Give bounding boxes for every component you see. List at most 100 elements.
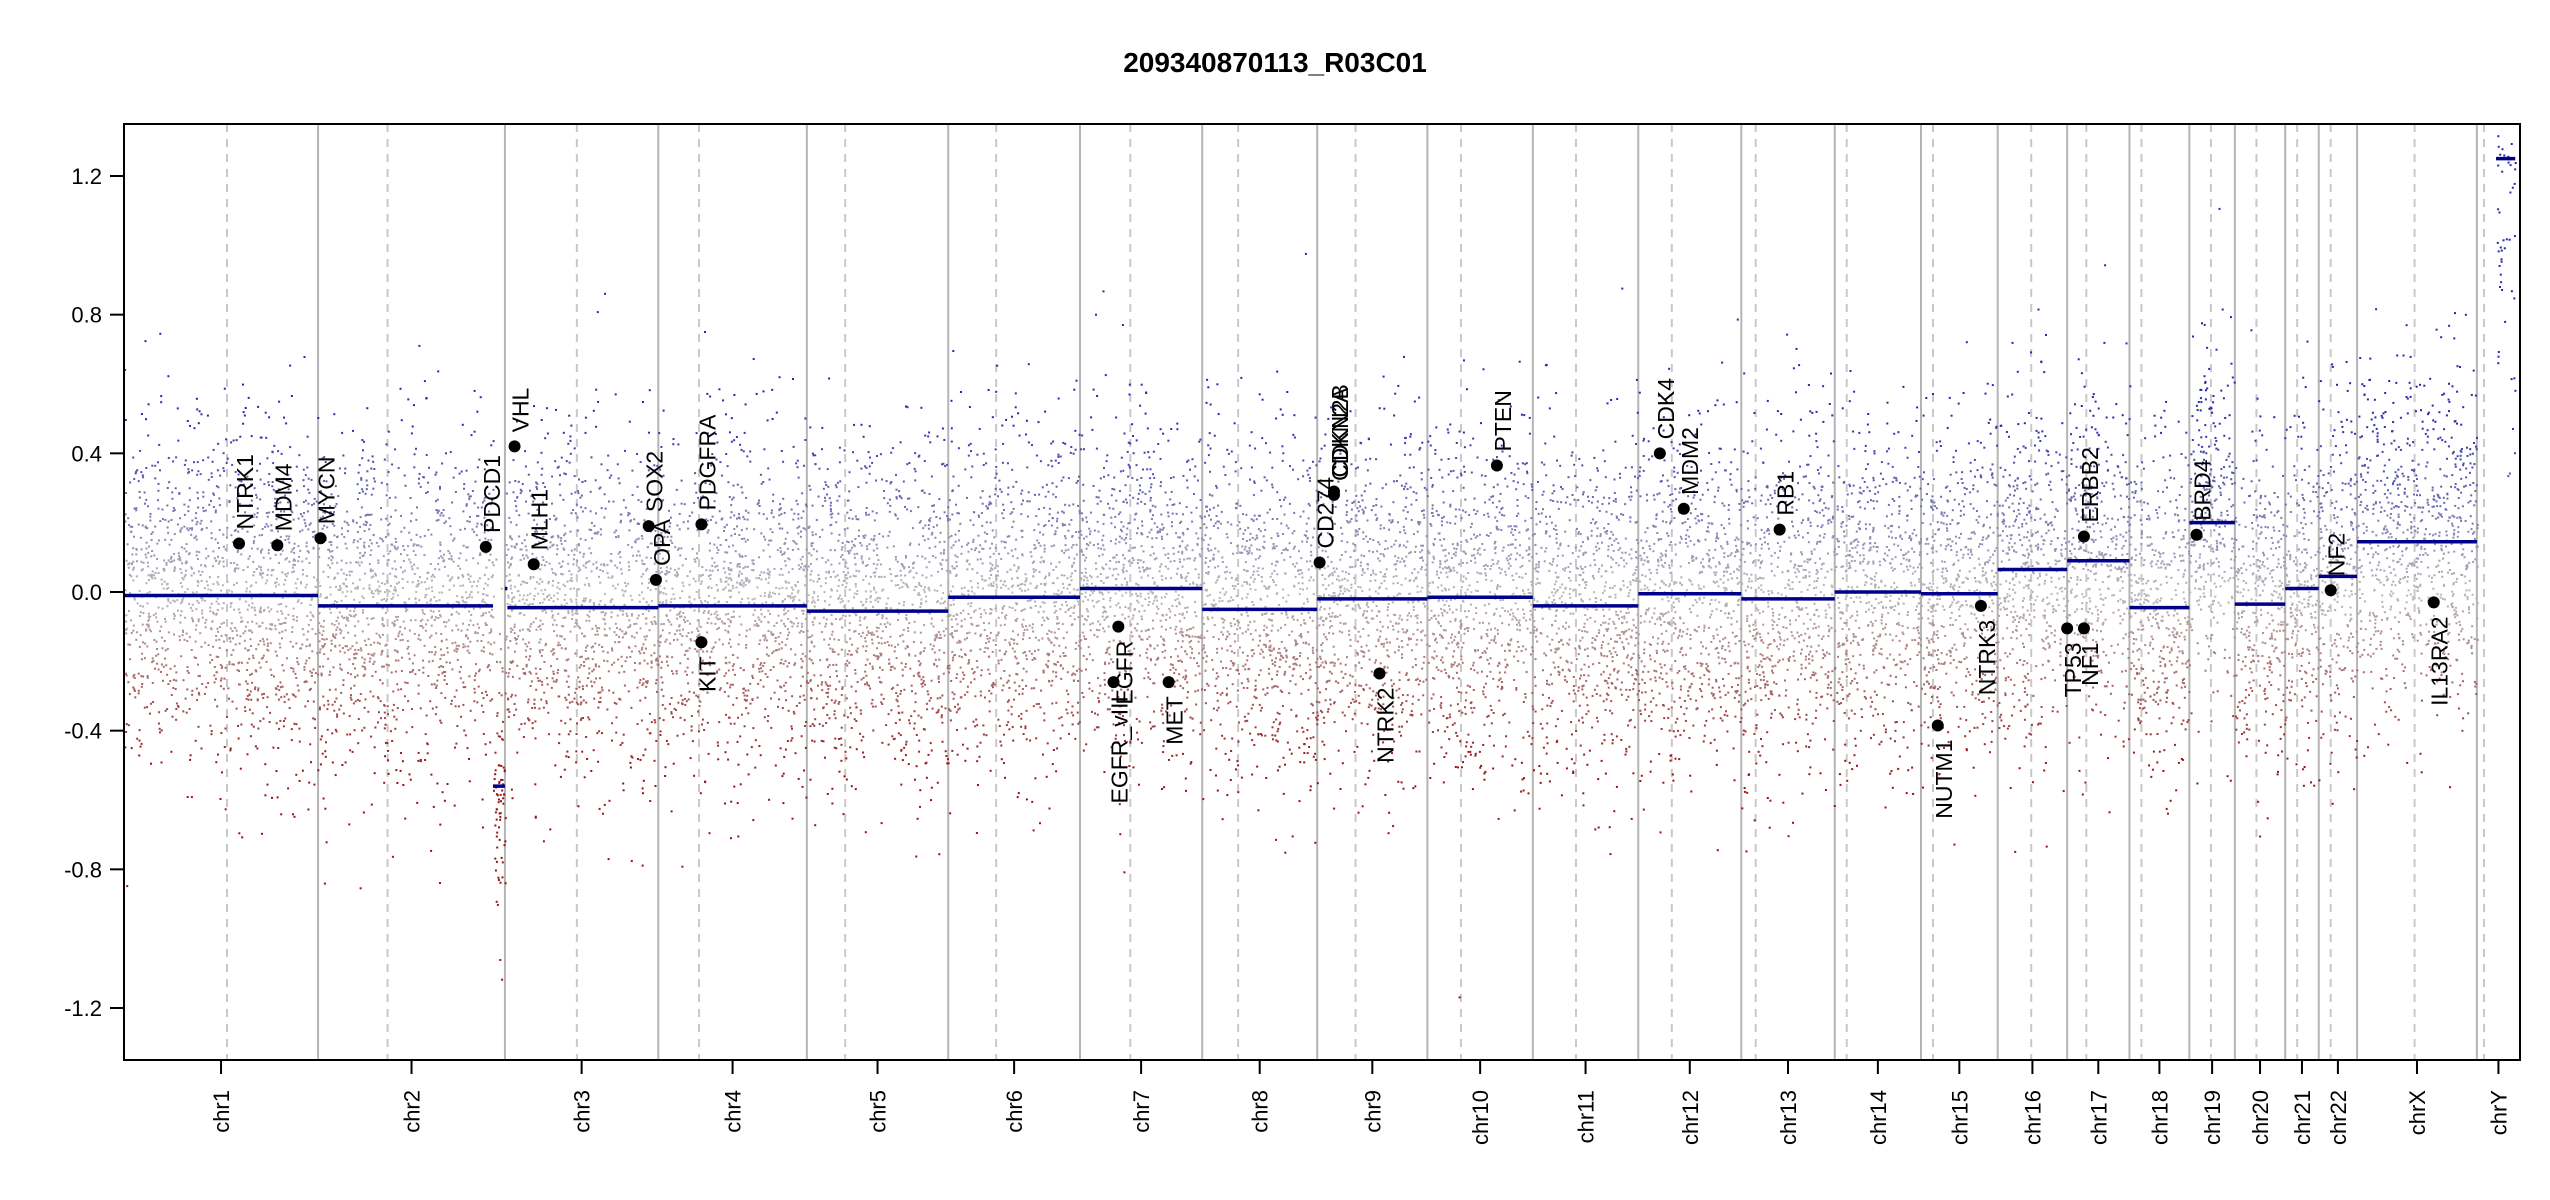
- probe-point: [598, 487, 601, 490]
- probe-point: [724, 613, 727, 616]
- probe-point: [901, 585, 904, 588]
- probe-point: [381, 665, 384, 668]
- probe-point: [329, 586, 332, 589]
- probe-point: [567, 693, 570, 696]
- probe-point: [337, 622, 340, 625]
- probe-point: [196, 699, 199, 702]
- probe-point: [755, 622, 758, 625]
- probe-point: [285, 557, 288, 560]
- probe-point: [187, 468, 190, 471]
- probe-point: [225, 536, 228, 539]
- probe-point: [195, 538, 198, 541]
- probe-point: [453, 649, 456, 652]
- probe-point: [924, 434, 927, 437]
- probe-point: [937, 710, 940, 713]
- probe-point: [476, 623, 479, 626]
- probe-point: [386, 563, 389, 566]
- probe-point: [623, 590, 626, 593]
- probe-point: [687, 682, 690, 685]
- probe-point: [588, 619, 591, 622]
- probe-point: [132, 547, 135, 550]
- probe-point: [690, 715, 693, 717]
- probe-point: [751, 677, 754, 679]
- probe-point: [792, 518, 795, 521]
- probe-point: [650, 661, 653, 664]
- probe-point: [588, 672, 591, 675]
- probe-point: [894, 575, 897, 578]
- probe-point: [183, 638, 186, 641]
- probe-point: [361, 595, 364, 598]
- probe-point: [594, 479, 597, 482]
- probe-point: [749, 702, 752, 705]
- probe-point: [380, 518, 383, 521]
- probe-point: [124, 746, 127, 749]
- probe-point: [374, 670, 377, 673]
- probe-point: [760, 620, 763, 623]
- probe-point: [336, 713, 339, 716]
- probe-point: [663, 587, 666, 590]
- probe-point: [740, 713, 743, 716]
- probe-point: [321, 752, 324, 755]
- probe-point: [497, 876, 500, 879]
- probe-point: [804, 617, 807, 620]
- probe-point: [718, 638, 721, 641]
- probe-point: [194, 517, 197, 520]
- probe-point: [201, 616, 204, 619]
- probe-point: [170, 557, 172, 560]
- probe-point: [327, 703, 330, 706]
- probe-point: [577, 625, 580, 628]
- probe-point: [475, 672, 477, 675]
- probe-point: [501, 789, 504, 792]
- probe-point: [665, 638, 668, 641]
- probe-point: [543, 691, 546, 694]
- probe-point: [180, 610, 183, 613]
- probe-point: [128, 693, 131, 696]
- probe-point: [167, 600, 170, 602]
- probe-point: [380, 717, 382, 720]
- probe-point: [852, 574, 855, 577]
- probe-point: [431, 615, 434, 618]
- probe-point: [482, 614, 485, 616]
- probe-point: [133, 596, 136, 599]
- probe-point: [297, 689, 300, 692]
- probe-point: [467, 645, 470, 648]
- probe-point: [726, 601, 729, 603]
- probe-point: [377, 559, 380, 562]
- probe-point: [829, 504, 832, 507]
- probe-point: [791, 568, 794, 570]
- probe-point: [430, 773, 433, 776]
- probe-point: [462, 643, 465, 646]
- probe-point: [217, 542, 219, 544]
- probe-point: [903, 600, 906, 603]
- probe-point: [310, 598, 313, 601]
- probe-point: [330, 512, 332, 515]
- probe-point: [395, 769, 398, 772]
- probe-point: [370, 576, 373, 579]
- probe-point: [782, 662, 785, 665]
- probe-point: [414, 619, 417, 622]
- probe-point: [294, 672, 297, 675]
- probe-point: [429, 599, 432, 602]
- probe-point: [799, 695, 802, 698]
- probe-point: [362, 587, 365, 590]
- probe-point: [758, 670, 761, 673]
- probe-point: [736, 563, 739, 566]
- probe-point: [730, 837, 732, 840]
- probe-point: [518, 535, 521, 538]
- probe-point: [659, 468, 662, 471]
- probe-point: [734, 533, 736, 535]
- probe-point: [734, 673, 736, 676]
- probe-point: [447, 550, 450, 553]
- probe-point: [204, 599, 207, 602]
- probe-point: [622, 733, 625, 736]
- probe-point: [758, 618, 761, 621]
- probe-point: [596, 566, 598, 569]
- probe-point: [627, 690, 630, 693]
- probe-point: [418, 634, 420, 637]
- probe-point: [492, 440, 495, 443]
- probe-point: [591, 627, 594, 630]
- probe-point: [849, 575, 852, 578]
- probe-point: [751, 698, 754, 701]
- probe-point: [277, 618, 280, 621]
- probe-point: [175, 718, 178, 721]
